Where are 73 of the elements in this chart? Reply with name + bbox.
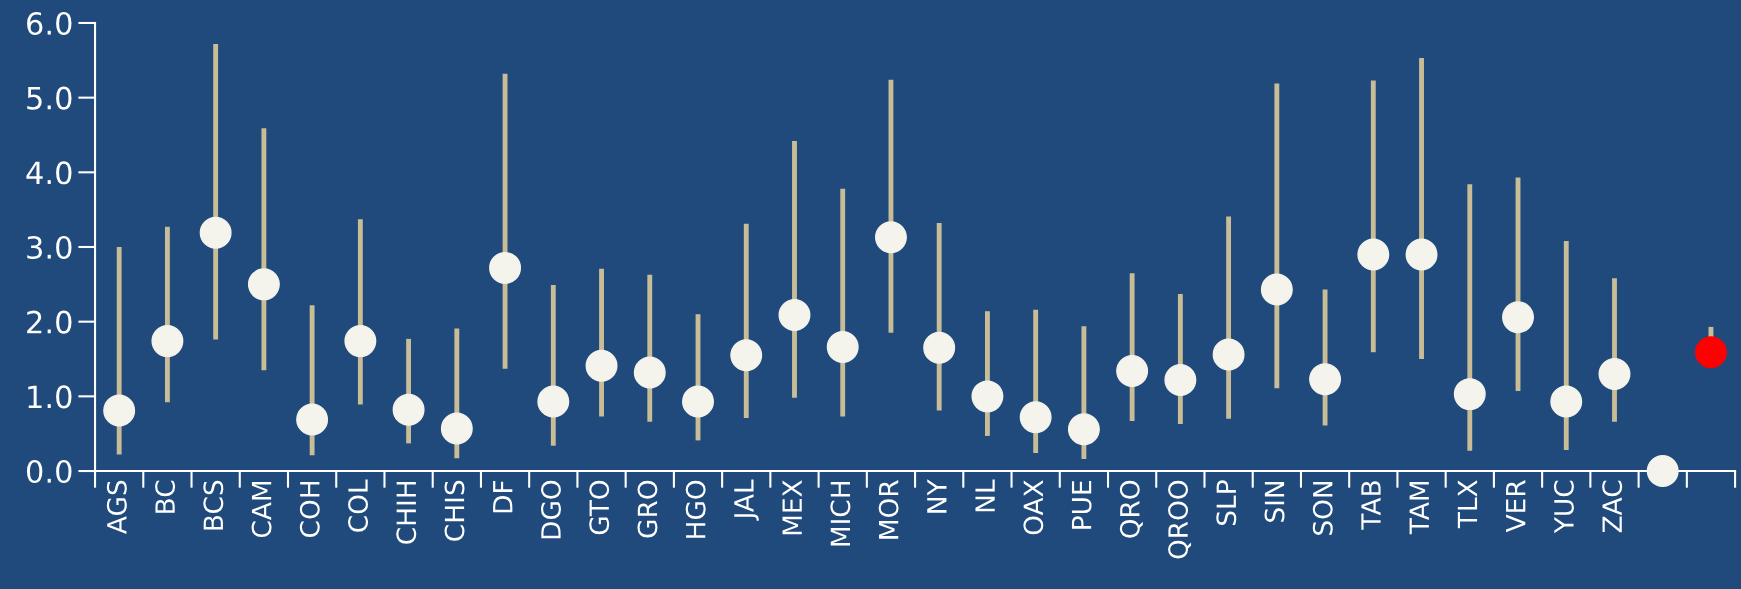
point (1550, 385, 1583, 418)
point (151, 325, 184, 358)
point (730, 339, 763, 372)
x-tick-label: MICH (830, 481, 851, 546)
x-tick-label: TAB (1361, 481, 1381, 530)
x-tick-label: OAX (1023, 480, 1044, 535)
point (103, 394, 136, 427)
x-tick-label: CHIS (444, 480, 465, 541)
point (1694, 336, 1727, 369)
x-tick-label: SLP (1216, 480, 1237, 525)
x-tick-label: PUE (1071, 481, 1092, 529)
point (537, 385, 570, 418)
point (682, 385, 714, 418)
x-tick-label: GRO (637, 480, 658, 538)
x-tick-label: DGO (541, 480, 561, 539)
x-tick-label: YUC (1553, 480, 1574, 534)
x-tick-label: COL (348, 479, 369, 532)
y-tick-label: 0.0 (26, 459, 72, 484)
point (1502, 301, 1534, 334)
x-tick-label: CAM (251, 481, 272, 538)
x-tick-label: SON (1312, 481, 1333, 535)
x-tick-label: COH (299, 481, 320, 537)
x-tick-label: BCS (203, 480, 224, 530)
x-tick-label: VER (1506, 480, 1526, 533)
y-tick-label: 3.0 (27, 235, 72, 260)
y-tick-label: 5.0 (27, 86, 72, 110)
point (1646, 455, 1679, 487)
y-tick-label: 1.0 (28, 385, 72, 409)
point (1260, 273, 1293, 306)
x-tick-label: HGO (685, 480, 706, 538)
y-tick-label: 4.0 (26, 161, 72, 185)
point (247, 268, 280, 301)
x-tick-label: ZAC (1602, 480, 1623, 533)
y-tick-label: 2.0 (27, 310, 72, 334)
point (1405, 238, 1438, 271)
point (778, 298, 811, 331)
x-tick-label: NL (975, 479, 995, 512)
x-tick-label: MOR (878, 480, 899, 539)
point (1212, 338, 1245, 371)
x-tick-label: NY (927, 479, 947, 513)
y-tick-label: 6.0 (27, 11, 72, 36)
point (826, 331, 859, 364)
point (585, 349, 618, 382)
point (1019, 401, 1052, 434)
point (1164, 363, 1197, 396)
x-tick-label: BC (155, 480, 176, 513)
x-tick-label: TAM (1409, 481, 1429, 535)
x-tick-label: QROO (1168, 480, 1192, 559)
x-tick-label: TLX (1457, 480, 1478, 529)
point (199, 216, 232, 249)
point (1309, 363, 1342, 396)
point (489, 251, 522, 284)
point (1598, 357, 1631, 390)
point (1116, 354, 1149, 387)
point (874, 221, 907, 254)
point (296, 403, 329, 436)
x-tick-label: QRO (1119, 480, 1143, 538)
point (1357, 238, 1390, 271)
point (1067, 413, 1100, 446)
x-tick-label: CHIH (396, 481, 417, 544)
point (971, 380, 1004, 413)
x-tick-label: AGS (106, 480, 127, 534)
x-tick-label: SIN (1264, 481, 1285, 522)
point (440, 412, 473, 445)
x-tick-label: JAL (734, 479, 759, 521)
x-tick-label: DF (493, 480, 513, 513)
x-tick-label: MEX (782, 480, 802, 535)
x-tick-label: GTO (589, 480, 610, 535)
point (344, 325, 377, 358)
point (633, 356, 666, 389)
point (923, 331, 956, 364)
point (392, 393, 425, 426)
point (1453, 378, 1486, 411)
